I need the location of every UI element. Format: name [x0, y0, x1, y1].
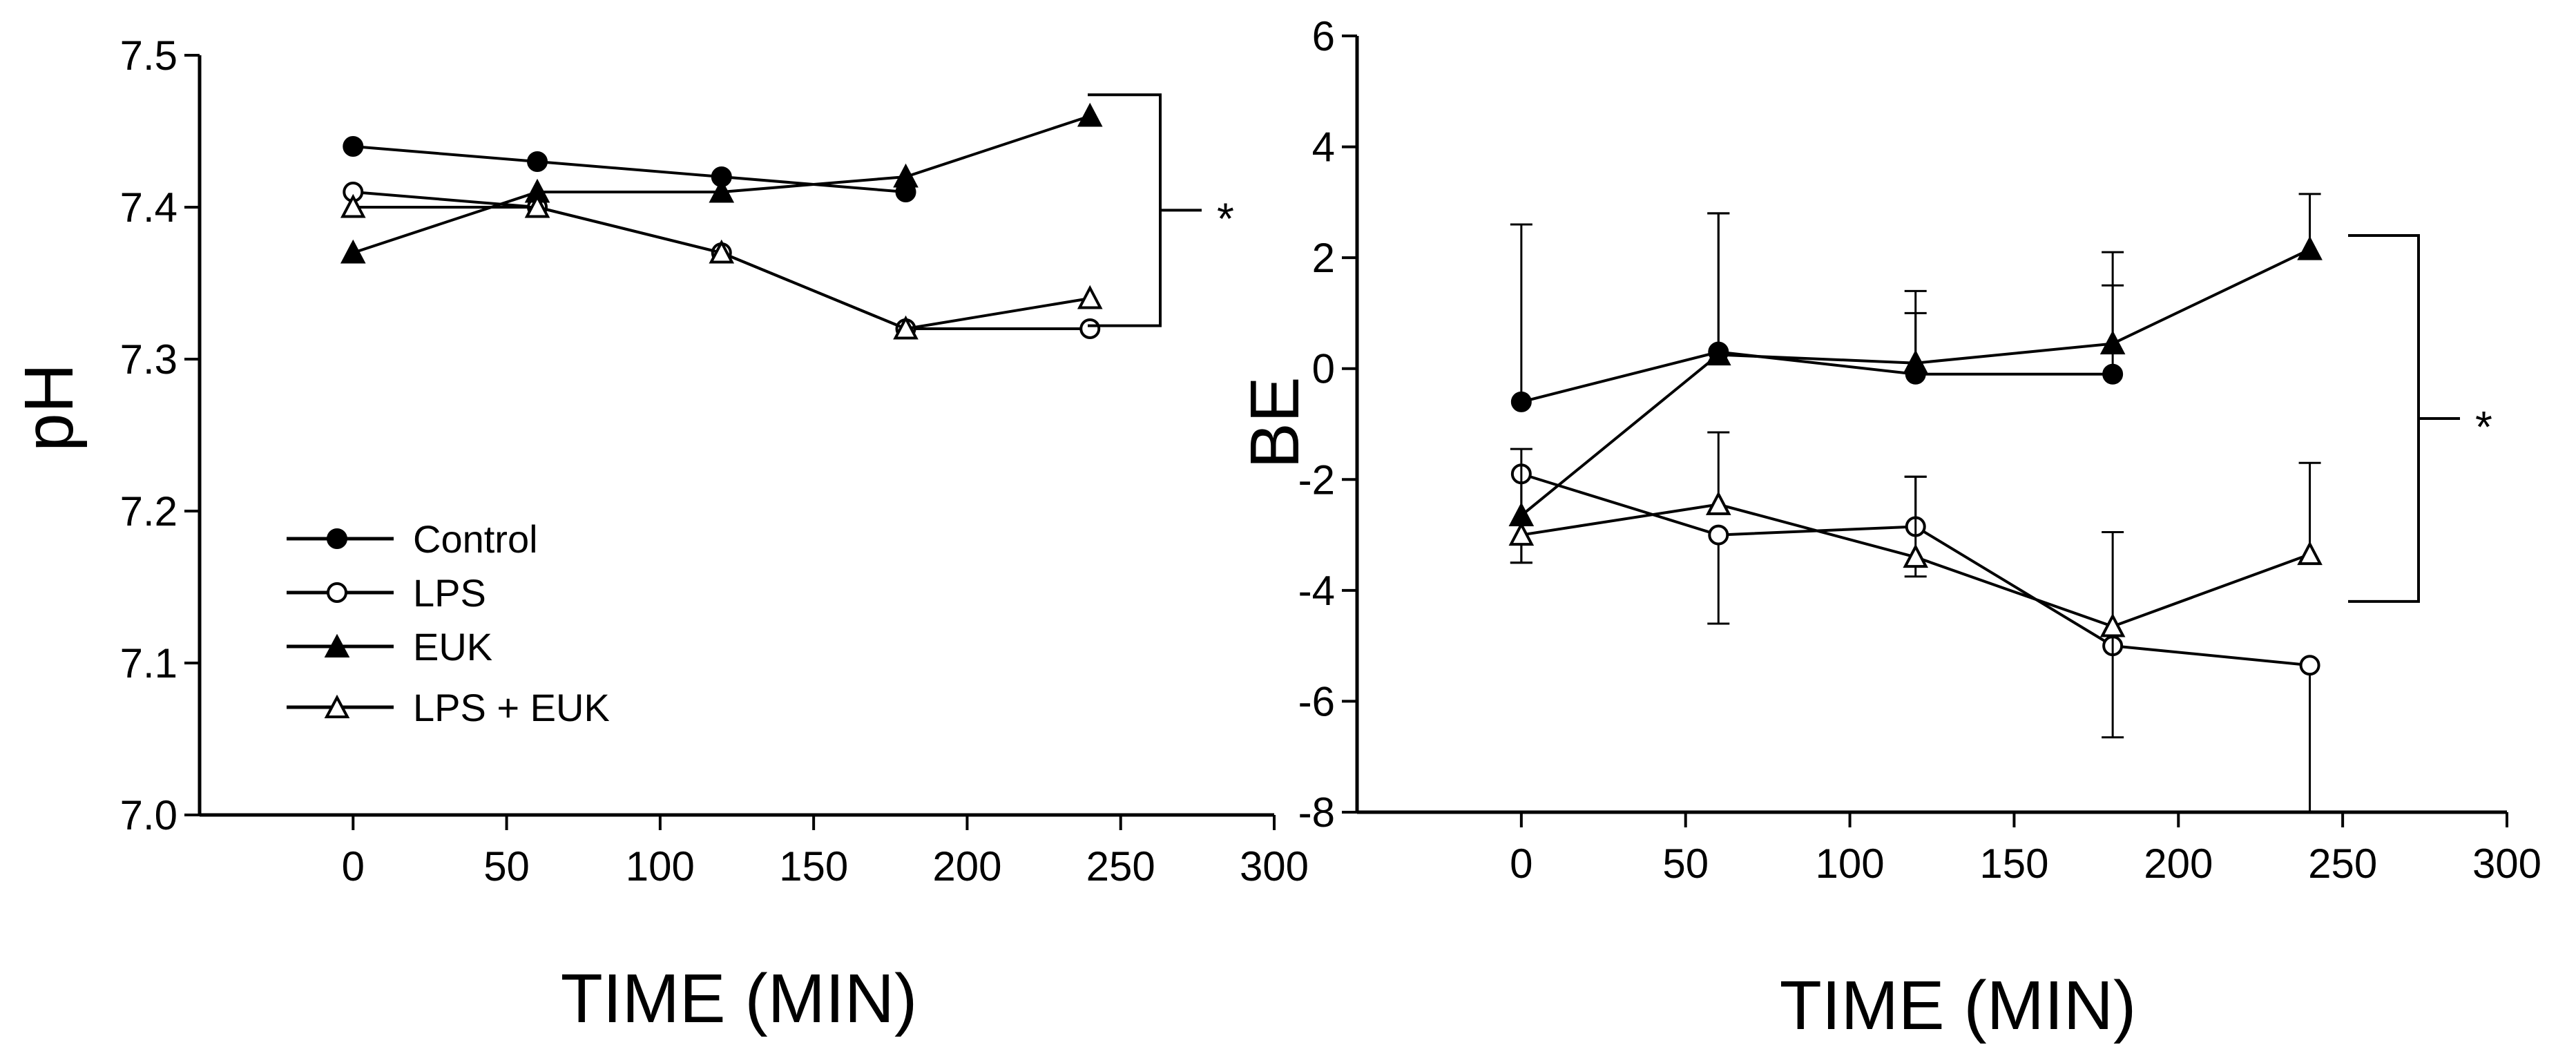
data-point — [1077, 285, 1103, 309]
ph-y-tick-label: 7.2 — [120, 488, 177, 535]
be-y-axis-title: BE — [1236, 376, 1314, 468]
data-point — [1510, 391, 1532, 412]
be-x-tick-label: 150 — [1979, 841, 2048, 887]
be-y-tick-label: 4 — [1312, 124, 1335, 171]
ph-significance-bracket — [1088, 93, 1162, 327]
legend-entry-euk: EUK — [287, 625, 492, 669]
ph-y-tick-label: 7.0 — [120, 792, 177, 838]
series-line — [1521, 350, 2113, 403]
ph-y-tick-label: 7.1 — [120, 640, 177, 686]
data-point — [1077, 102, 1103, 127]
ph-series-lps-euk — [340, 193, 1103, 340]
be-y-tick-label: 6 — [1312, 13, 1335, 59]
data-point — [2299, 655, 2320, 676]
ph-series-euk — [340, 102, 1103, 264]
data-point — [1708, 524, 1729, 546]
be-series-euk — [1508, 193, 2323, 526]
data-point — [1705, 341, 1731, 366]
be-y-tick-label: -6 — [1298, 678, 1335, 724]
ph-x-tick-label: 50 — [483, 843, 530, 890]
ph-x-axis-title: TIME (MIN) — [561, 960, 918, 1037]
be-chart: BE TIME (MIN) -8 -6 -4 -2 0 2 4 6 0 50 100 150 200 25… — [1236, 13, 2541, 1044]
be-series-lps-euk — [1508, 431, 2323, 739]
series-line — [353, 206, 1090, 331]
be-x-tick-label: 200 — [2144, 841, 2213, 887]
legend-label-lps-euk: LPS + EUK — [413, 686, 610, 729]
ph-x-tick-label: 300 — [1240, 843, 1309, 890]
be-y-tick-label: -4 — [1298, 568, 1335, 614]
legend-entry-lps: LPS — [287, 571, 486, 615]
data-point — [524, 193, 550, 218]
data-point — [709, 178, 735, 203]
ph-x-tick-label: 100 — [626, 843, 695, 890]
be-x-tick-label: 300 — [2472, 841, 2541, 887]
be-y-tick-label: 0 — [1312, 346, 1335, 392]
ph-legend: Control LPS EUK LPS + EUK — [287, 517, 610, 729]
data-point — [1508, 521, 1535, 546]
data-point — [2297, 236, 2323, 260]
data-point — [2099, 330, 2126, 355]
legend-entry-control: Control — [287, 517, 538, 561]
ph-x-tick-label: 150 — [779, 843, 848, 890]
ph-y-tick-label: 7.4 — [120, 184, 177, 231]
ph-y-tick-label: 7.3 — [120, 336, 177, 383]
data-point — [1903, 544, 1929, 568]
data-point — [1705, 491, 1731, 515]
data-point — [343, 136, 364, 157]
be-significance-star: * — [2475, 402, 2492, 452]
ph-significance-star: * — [1217, 193, 1234, 243]
be-x-tick-label: 50 — [1662, 841, 1709, 887]
ph-x-tick-label: 0 — [342, 843, 365, 890]
legend-label-euk: EUK — [413, 625, 492, 669]
be-series-control — [1510, 212, 2124, 412]
ph-chart: pH TIME (MIN) Control LPS EUK LPS + EU — [10, 32, 1309, 1037]
legend-label-control: Control — [413, 517, 538, 561]
be-x-axis-title: TIME (MIN) — [1780, 967, 2137, 1044]
legend-label-lps: LPS — [413, 571, 486, 615]
be-significance-bracket — [2348, 234, 2420, 603]
data-point — [340, 193, 366, 218]
data-point — [2297, 541, 2323, 566]
data-point — [893, 315, 919, 340]
be-x-tick-label: 250 — [2308, 841, 2377, 887]
be-x-tick-label: 0 — [1510, 841, 1532, 887]
data-point — [340, 239, 366, 264]
data-point — [1079, 318, 1101, 339]
be-y-tick-label: -8 — [1298, 789, 1335, 836]
data-point — [893, 163, 919, 188]
be-y-tick-label: 2 — [1312, 235, 1335, 281]
data-point — [527, 151, 548, 172]
ph-x-tick-label: 250 — [1086, 843, 1155, 890]
data-point — [709, 239, 735, 264]
ph-y-tick-label: 7.5 — [120, 32, 177, 79]
data-point — [1903, 349, 1929, 374]
series-line — [353, 145, 906, 193]
be-y-tick-label: -2 — [1298, 457, 1335, 503]
data-point — [2102, 363, 2124, 385]
be-x-tick-label: 100 — [1816, 841, 1885, 887]
legend-entry-lps-euk: LPS + EUK — [287, 686, 610, 729]
ph-x-tick-label: 200 — [932, 843, 1001, 890]
ph-y-axis-title: pH — [10, 363, 88, 452]
data-point — [2099, 613, 2126, 637]
